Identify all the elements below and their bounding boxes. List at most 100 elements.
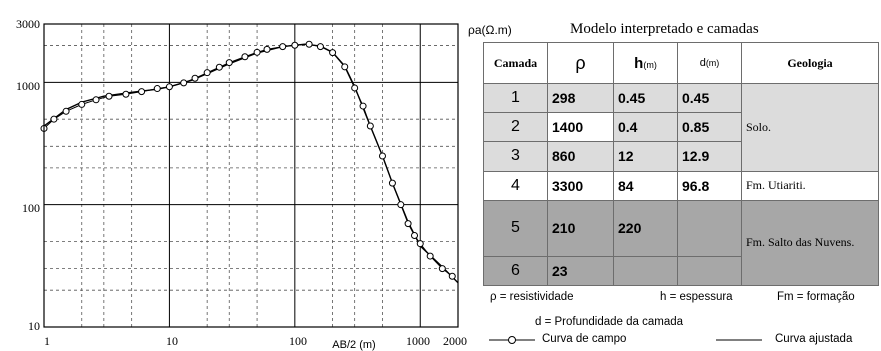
- cell-rho: 1400: [547, 112, 614, 143]
- data-point: [305, 40, 313, 48]
- x-tick-label: 100: [289, 334, 307, 348]
- data-point: [359, 102, 367, 110]
- header-geologia: Geologia: [741, 42, 879, 84]
- header-camada: Camada: [483, 42, 548, 84]
- data-point: [215, 63, 223, 71]
- y-tick-label: 1000: [16, 79, 40, 93]
- cell-rho: 298: [547, 82, 614, 114]
- cell-d: [677, 199, 742, 257]
- cell-rho: 3300: [547, 170, 614, 201]
- y-tick-label: 3000: [16, 17, 40, 31]
- data-point: [62, 107, 70, 115]
- table-row: 4 3300 84 96.8 Fm. Utiariti.: [483, 170, 879, 201]
- data-point: [253, 48, 261, 56]
- cell-rho: 23: [547, 255, 614, 287]
- header-d-symbol: d: [699, 57, 706, 69]
- table-header-row: Camada ρ h(m) d(m) Geologia: [483, 42, 879, 84]
- data-point: [448, 272, 456, 280]
- cell-camada: 2: [483, 112, 548, 143]
- data-point: [378, 152, 386, 160]
- cell-d: 12.9: [677, 141, 742, 172]
- y-tick-label: 10: [28, 319, 40, 333]
- cell-geology-solo: Solo.: [741, 83, 879, 172]
- data-point: [404, 220, 412, 228]
- data-point: [50, 115, 58, 123]
- data-point: [153, 85, 161, 93]
- header-h-symbol: h: [634, 54, 644, 72]
- cell-d: 0.45: [677, 82, 742, 114]
- cell-d: 96.8: [677, 170, 742, 201]
- data-point: [316, 43, 324, 51]
- table-title: Modelo interpretado e camadas: [570, 21, 759, 37]
- x-axis-label: AB/2 (m): [332, 339, 375, 351]
- legend-ajustada-label: Curva ajustada: [775, 333, 853, 345]
- cell-h: 0.45: [613, 82, 678, 114]
- cell-h: 84: [613, 170, 678, 201]
- legend-campo-label: Curva de campo: [542, 333, 627, 345]
- x-tick-label: 2000: [443, 334, 467, 348]
- header-rho: ρ: [547, 42, 614, 84]
- data-point: [263, 45, 271, 53]
- cell-h: 220: [613, 199, 678, 257]
- x-tick-label: 10: [166, 334, 178, 348]
- header-h-unit: (m): [643, 59, 657, 70]
- data-point: [180, 79, 188, 87]
- data-point: [411, 231, 419, 239]
- data-point: [138, 88, 146, 96]
- legend-d-def: d = Profundidade da camada: [535, 316, 684, 328]
- data-point: [341, 63, 349, 71]
- cell-h: [613, 255, 678, 287]
- legend-ajustada-symbol: [716, 339, 762, 341]
- legend-campo-symbol: [489, 336, 535, 344]
- data-point: [92, 96, 100, 104]
- cell-rho: 860: [547, 141, 614, 172]
- data-point: [203, 69, 211, 77]
- layer-table: Camada ρ h(m) d(m) Geologia 1 298 0.45 0…: [483, 42, 879, 287]
- cell-d: [677, 255, 742, 287]
- y-tick-label: 100: [22, 201, 40, 215]
- data-point: [388, 179, 396, 187]
- header-d: d(m): [677, 42, 742, 84]
- cell-d: 0.85: [677, 112, 742, 143]
- series-layer: [40, 40, 459, 284]
- data-point: [366, 122, 374, 130]
- header-h: h(m): [613, 42, 678, 84]
- table-row: 5 210 220 Fm. Salto das Nuvens.: [483, 199, 879, 287]
- rho-unit-label: ρa(Ω.m): [468, 23, 512, 37]
- cell-camada: 1: [483, 82, 548, 114]
- legend-rho-def: ρ = resistividade: [490, 291, 574, 303]
- legend-h-def: h = espessura: [660, 291, 733, 303]
- cell-geology-utiariti: Fm. Utiariti.: [741, 170, 879, 201]
- plot-frame: [43, 23, 459, 328]
- table-row: 1 298 0.45 0.45 Solo.: [483, 82, 879, 172]
- data-point: [329, 49, 337, 57]
- legend-fm-def: Fm = formação: [777, 291, 855, 303]
- cell-camada: 5: [483, 199, 548, 257]
- data-point: [191, 74, 199, 82]
- data-point: [165, 83, 173, 91]
- cell-camada: 6: [483, 255, 548, 287]
- x-tick-label: 1: [44, 334, 50, 348]
- data-point: [78, 100, 86, 108]
- data-point: [397, 201, 405, 209]
- cell-camada: 3: [483, 141, 548, 172]
- cell-geology-salto: Fm. Salto das Nuvens.: [741, 199, 879, 287]
- data-point: [426, 252, 434, 260]
- data-point: [438, 265, 446, 273]
- data-point: [279, 43, 287, 51]
- x-tick-label: 1000: [406, 334, 430, 348]
- cell-camada: 4: [483, 170, 548, 201]
- data-point: [105, 92, 113, 100]
- table-row: 2 1400 0.4 0.85: [483, 112, 879, 143]
- series-curva-ajustada: [43, 43, 459, 284]
- grid-lines: [44, 24, 458, 327]
- cell-h: 0.4: [613, 112, 678, 143]
- tick-labels: 1 10 100 1000 2000 3000 1000 100 10 AB/2 (m): [16, 17, 467, 351]
- cell-h: 12: [613, 141, 678, 172]
- data-point: [416, 240, 424, 248]
- cell-rho: 210: [547, 199, 614, 257]
- data-point: [351, 84, 359, 92]
- data-point: [225, 59, 233, 67]
- data-point: [291, 41, 299, 49]
- table-row: 6 23: [483, 255, 879, 287]
